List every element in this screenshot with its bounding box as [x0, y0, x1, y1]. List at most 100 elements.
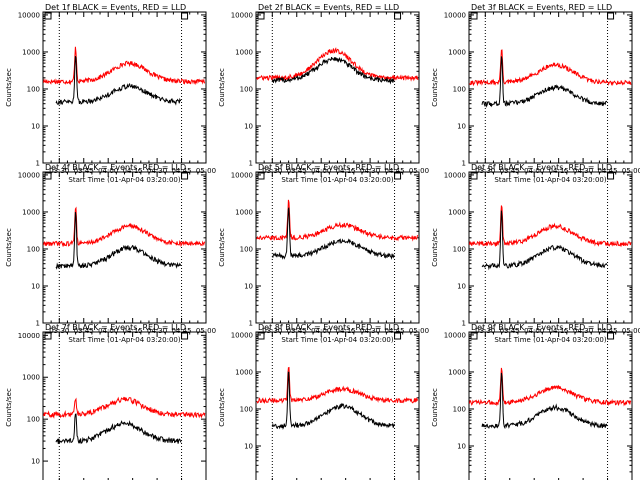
legend-box-left	[257, 12, 265, 20]
legend-box-left	[470, 12, 478, 20]
chart-title: Det 8f BLACK = Events, RED = LLD	[258, 323, 399, 332]
chart-panel-6: Det 6f BLACK = Events, RED = LLD Counts/s…	[431, 163, 640, 344]
x-axis-label: Start Time (01-Apr-04 03:20:00)	[68, 176, 180, 184]
events-series-line	[271, 56, 395, 85]
y-tick-label: 10	[31, 122, 40, 130]
y-tick-label: 10	[457, 122, 466, 130]
x-tick-label: 04:15	[123, 167, 143, 175]
x-tick-label: 03:45	[74, 167, 94, 175]
y-tick-label: 100	[240, 245, 253, 253]
chart-title: Det 4f BLACK = Events, RED = LLD	[45, 163, 186, 172]
x-tick-label: 04:45	[384, 327, 404, 335]
chart-title: Det 1f BLACK = Events, RED = LLD	[45, 3, 186, 12]
lld-series-line	[256, 199, 419, 242]
x-tick-label: 04:00	[311, 327, 331, 335]
chart-panel-3: Det 3f BLACK = Events, RED = LLD Counts/s…	[431, 3, 640, 184]
legend-box-left	[257, 332, 265, 340]
x-tick-label: 03:30	[262, 167, 282, 175]
y-tick-label: 10	[244, 282, 253, 290]
y-tick-label: 10	[457, 442, 466, 450]
lld-series-line	[43, 46, 206, 86]
lld-series-line	[469, 49, 632, 87]
x-tick-label: 04:30	[360, 167, 380, 175]
y-tick-label: 10000	[231, 331, 253, 339]
x-tick-label: 04:30	[573, 167, 593, 175]
plot-frame	[42, 331, 207, 480]
x-tick-label: 03:45	[500, 167, 520, 175]
y-axis-label: Counts/sec	[5, 68, 13, 107]
chart-title: Det 6f BLACK = Events, RED = LLD	[471, 163, 612, 172]
chart-panel-9: Det 9f BLACK = Events, RED = LLD Counts/s…	[431, 323, 633, 480]
y-tick-label: 1000	[235, 368, 253, 376]
x-tick-label: 04:45	[597, 327, 617, 335]
x-tick-label: 04:00	[524, 167, 544, 175]
x-tick-label: 04:30	[147, 167, 167, 175]
x-tick-label: 03:30	[49, 167, 69, 175]
x-tick-label: 04:15	[336, 327, 356, 335]
x-tick-label: 04:00	[311, 167, 331, 175]
y-tick-label: 100	[27, 416, 40, 424]
x-tick-label: 04:15	[549, 327, 569, 335]
x-tick-label: 03:45	[287, 327, 307, 335]
lld-series-line	[469, 205, 632, 248]
x-axis-label: Start Time (01-Apr-04 03:20:00)	[281, 176, 393, 184]
y-tick-label: 100	[27, 85, 40, 93]
events-series-line	[55, 413, 182, 445]
chart-panel-4: Det 4f BLACK = Events, RED = LLD Counts/s…	[5, 163, 216, 344]
y-tick-label: 10000	[444, 171, 466, 179]
x-tick-label: 04:00	[98, 167, 118, 175]
y-tick-label: 10	[244, 122, 253, 130]
y-tick-label: 10	[457, 282, 466, 290]
x-tick-label: 03:30	[262, 327, 282, 335]
y-tick-label: 10000	[231, 11, 253, 19]
x-axis-label: Start Time (01-Apr-04 03:20:00)	[494, 336, 606, 344]
y-tick-label: 1000	[448, 208, 466, 216]
y-axis-label: Counts/sec	[218, 388, 226, 427]
x-tick-label: 03:45	[287, 167, 307, 175]
legend-box-right	[394, 172, 402, 180]
chart-panel-8: Det 8f BLACK = Events, RED = LLD Counts/s…	[218, 323, 420, 480]
y-tick-label: 1000	[448, 48, 466, 56]
x-tick-label: 03:45	[74, 327, 94, 335]
y-tick-label: 10000	[18, 332, 40, 340]
events-series-line	[481, 372, 608, 430]
y-tick-label: 100	[453, 405, 466, 413]
legend-box-left	[257, 172, 265, 180]
legend-box-right	[607, 12, 615, 20]
y-tick-label: 100	[453, 245, 466, 253]
plot-frame	[468, 331, 633, 480]
events-series-line	[481, 56, 608, 108]
y-tick-label: 10	[31, 282, 40, 290]
x-tick-label: 04:30	[360, 327, 380, 335]
lld-series-line	[256, 366, 419, 405]
x-tick-label: 05:00	[409, 327, 429, 335]
x-axis-label: Start Time (01-Apr-04 03:20:00)	[494, 176, 606, 184]
legend-box-right	[181, 332, 189, 340]
chart-title: Det 5f BLACK = Events, RED = LLD	[258, 163, 399, 172]
x-tick-label: 04:30	[147, 327, 167, 335]
chart-title: Det 2f BLACK = Events, RED = LLD	[258, 3, 399, 12]
chart-title: Det 9f BLACK = Events, RED = LLD	[471, 323, 612, 332]
x-axis-label: Start Time (01-Apr-04 03:20:00)	[281, 336, 393, 344]
x-tick-label: 05:00	[409, 167, 429, 175]
y-axis-label: Counts/sec	[431, 228, 439, 267]
y-tick-label: 1	[36, 320, 40, 328]
x-tick-label: 05:00	[622, 327, 640, 335]
y-tick-label: 1	[462, 320, 466, 328]
x-tick-label: 03:30	[475, 167, 495, 175]
y-axis-label: Counts/sec	[431, 388, 439, 427]
y-tick-label: 1	[462, 160, 466, 168]
y-tick-label: 1000	[235, 48, 253, 56]
legend-box-left	[44, 332, 52, 340]
x-tick-label: 05:00	[622, 167, 640, 175]
x-tick-label: 04:30	[573, 327, 593, 335]
x-tick-label: 03:45	[500, 327, 520, 335]
x-axis-label: Start Time (01-Apr-04 03:20:00)	[68, 336, 180, 344]
x-tick-label: 04:45	[171, 327, 191, 335]
legend-box-left	[470, 172, 478, 180]
x-tick-label: 03:30	[475, 327, 495, 335]
y-tick-label: 1000	[448, 368, 466, 376]
legend-box-right	[394, 12, 402, 20]
y-tick-label: 1	[36, 160, 40, 168]
